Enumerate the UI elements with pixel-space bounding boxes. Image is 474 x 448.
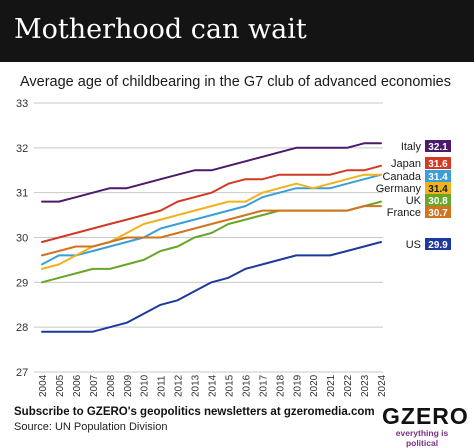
series-label-us: US bbox=[406, 239, 421, 251]
x-tick-label: 2022 bbox=[343, 374, 354, 397]
x-tick-label: 2004 bbox=[38, 374, 49, 397]
x-tick-label: 2020 bbox=[309, 374, 320, 397]
x-tick-label: 2018 bbox=[275, 374, 286, 397]
x-tick-label: 2019 bbox=[292, 374, 303, 397]
x-tick-label: 2013 bbox=[191, 374, 202, 397]
series-line-canada bbox=[41, 173, 382, 266]
title-bar: Motherhood can wait bbox=[0, 0, 474, 62]
x-tick-label: 2008 bbox=[106, 374, 117, 397]
value-label-us: 29.9 bbox=[428, 240, 448, 251]
x-tick-label: 2014 bbox=[208, 374, 219, 397]
x-tick-label: 2006 bbox=[72, 374, 83, 397]
y-tick-label: 28 bbox=[16, 322, 28, 334]
x-tick-label: 2023 bbox=[360, 374, 371, 397]
value-badge-japan bbox=[425, 157, 451, 169]
series-line-france bbox=[41, 205, 382, 257]
value-label-italy: 32.1 bbox=[428, 142, 448, 153]
logo-tagline: everything is political bbox=[395, 428, 449, 448]
series-line-japan bbox=[41, 164, 382, 243]
x-tick-label: 2015 bbox=[224, 374, 235, 397]
logo-wordmark: GZERO bbox=[382, 403, 469, 429]
x-tick-label: 2012 bbox=[174, 374, 185, 397]
series-label-france: France bbox=[387, 207, 421, 219]
y-tick-label: 29 bbox=[16, 277, 28, 289]
source-text: Source: UN Population Division bbox=[14, 421, 168, 433]
y-tick-label: 30 bbox=[16, 233, 28, 245]
y-tick-label: 31 bbox=[16, 188, 28, 200]
x-tick-label: 2010 bbox=[140, 374, 151, 397]
value-label-germany: 31.4 bbox=[428, 184, 448, 195]
value-label-uk: 30.8 bbox=[428, 196, 448, 207]
value-label-japan: 31.6 bbox=[428, 159, 448, 170]
x-tick-label: 2017 bbox=[258, 374, 269, 397]
gzero-logo: GZERO everything is political bbox=[382, 403, 469, 448]
value-badge-italy bbox=[425, 140, 451, 152]
value-badge-germany bbox=[425, 182, 451, 194]
y-tick-label: 27 bbox=[16, 367, 28, 379]
subscribe-text: Subscribe to GZERO's geopolitics newslet… bbox=[14, 406, 375, 418]
series-label-japan: Japan bbox=[391, 158, 421, 170]
series-label-germany: Germany bbox=[376, 183, 422, 195]
value-badge-us bbox=[425, 238, 451, 250]
chart-title: Motherhood can wait bbox=[14, 14, 307, 45]
series-line-italy bbox=[41, 142, 382, 203]
x-tick-label: 2024 bbox=[377, 374, 388, 397]
chart-subtitle: Average age of childbearing in the G7 cl… bbox=[20, 74, 451, 90]
x-tick-label: 2021 bbox=[326, 374, 337, 397]
series-label-uk: UK bbox=[406, 195, 422, 207]
value-badge-uk bbox=[425, 194, 451, 206]
y-tick-label: 33 bbox=[16, 98, 28, 110]
value-label-france: 30.7 bbox=[428, 208, 448, 219]
x-tick-label: 2009 bbox=[123, 374, 134, 397]
x-tick-label: 2016 bbox=[241, 374, 252, 397]
series-label-italy: Italy bbox=[401, 141, 422, 153]
x-tick-label: 2005 bbox=[55, 374, 66, 397]
series-label-canada: Canada bbox=[382, 171, 421, 183]
series-line-us bbox=[41, 241, 382, 333]
x-tick-label: 2007 bbox=[89, 374, 100, 397]
value-badge-canada bbox=[425, 170, 451, 182]
y-tick-label: 32 bbox=[16, 143, 28, 155]
x-tick-label: 2011 bbox=[157, 375, 168, 397]
value-label-canada: 31.4 bbox=[428, 172, 448, 183]
value-badge-france bbox=[425, 206, 451, 218]
series-line-uk bbox=[41, 200, 382, 284]
